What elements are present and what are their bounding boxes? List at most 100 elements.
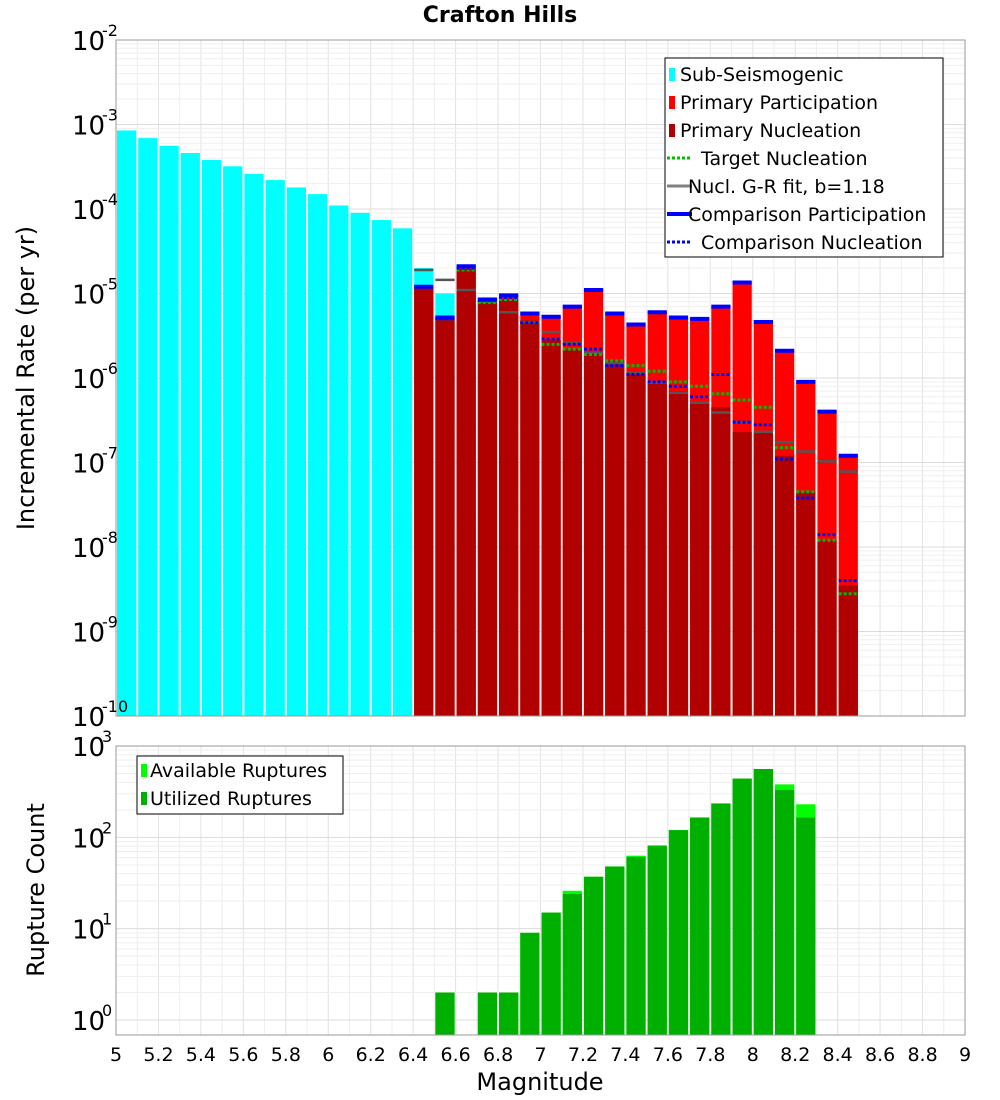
bottom-legend: Available Ruptures Utilized Ruptures xyxy=(136,755,344,815)
sub-seismogenic-bar xyxy=(244,173,264,716)
bottom-legend-label: Utilized Ruptures xyxy=(150,788,312,810)
utilized-ruptures-bar xyxy=(541,912,561,1035)
top-legend-swatch xyxy=(669,124,675,137)
top-legend-swatch xyxy=(669,68,675,81)
top-legend-label: Primary Nucleation xyxy=(680,120,861,142)
primary-nucleation-bar xyxy=(435,318,455,716)
primary-nucleation-bar xyxy=(838,585,858,716)
sub-seismogenic-bar xyxy=(371,220,391,716)
top-legend-label: Nucl. G-R fit, b=1.18 xyxy=(688,176,885,198)
primary-nucleation-bar xyxy=(626,374,646,716)
top-ytick-exponent: -5 xyxy=(102,275,118,294)
primary-nucleation-bar xyxy=(583,352,604,716)
top-plot-frame xyxy=(115,39,966,717)
utilized-ruptures-bar xyxy=(605,866,625,1035)
x-tick-label: 8.6 xyxy=(865,1044,895,1066)
sub-seismogenic-bar xyxy=(159,145,179,717)
primary-nucleation-bar xyxy=(647,381,667,716)
sub-seismogenic-bar xyxy=(180,152,200,717)
primary-nucleation-bar xyxy=(541,340,561,716)
top-plot-bars xyxy=(117,130,858,717)
bottom-plot-frame xyxy=(115,745,966,1036)
bottom-ytick-label: 10 xyxy=(72,916,105,946)
top-ytick-label: 10 xyxy=(72,365,105,395)
sub-seismogenic-bar xyxy=(350,212,370,716)
top-ytick-exponent: -9 xyxy=(102,613,118,632)
utilized-ruptures-bar xyxy=(647,846,667,1035)
x-tick-label: 5 xyxy=(110,1044,122,1066)
sub-seismogenic-bar xyxy=(265,180,285,716)
bottom-ytick-exponent: 3 xyxy=(102,727,112,746)
primary-nucleation-bar xyxy=(605,360,625,716)
top-ytick-label: 10 xyxy=(72,281,105,311)
bottom-ytick-label: 10 xyxy=(72,733,105,763)
top-y-axis-label: Incremental Rate (per yr) xyxy=(12,226,40,530)
chart-title: Crafton Hills xyxy=(423,3,578,28)
x-tick-label: 7.6 xyxy=(653,1044,683,1066)
bottom-ytick-exponent: 1 xyxy=(102,910,112,929)
primary-nucleation-bar xyxy=(753,431,773,716)
primary-nucleation-bar xyxy=(520,320,540,716)
top-ytick-label: 10 xyxy=(72,534,105,564)
bottom-legend-label: Available Ruptures xyxy=(150,760,327,782)
primary-nucleation-bar xyxy=(499,299,519,716)
sub-seismogenic-bar xyxy=(286,187,307,717)
bottom-y-axis-label: Rupture Count xyxy=(22,803,50,977)
top-ytick-label: 10 xyxy=(72,112,105,142)
bottom-plot-bars xyxy=(435,768,816,1035)
x-tick-label: 5.6 xyxy=(228,1044,258,1066)
top-ytick-exponent: -4 xyxy=(102,190,118,209)
sub-seismogenic-bar xyxy=(329,205,349,716)
bottom-ytick-label: 10 xyxy=(72,1007,105,1037)
top-legend-box xyxy=(664,57,944,258)
primary-nucleation-bar xyxy=(477,302,498,716)
utilized-ruptures-bar xyxy=(477,992,498,1035)
bottom-plot-xticks: 5 5.2 5.4 5.6 5.8 6 6.2 6.4 6.6 6.8 7 7.2 7.4 7.6 7.8 8… xyxy=(110,1044,971,1066)
x-axis-label: Magnitude xyxy=(476,1068,603,1096)
x-tick-label: 8.2 xyxy=(780,1044,810,1066)
top-legend-label: Comparison Nucleation xyxy=(701,232,923,254)
x-tick-label: 5.2 xyxy=(143,1044,173,1066)
primary-nucleation-bar xyxy=(817,540,837,716)
x-tick-label: 9 xyxy=(959,1044,971,1066)
x-tick-label: 8.4 xyxy=(823,1044,853,1066)
bottom-ytick-exponent: 2 xyxy=(102,818,112,837)
x-tick-label: 6.2 xyxy=(356,1044,386,1066)
bottom-legend-swatch xyxy=(141,792,147,805)
utilized-ruptures-bar xyxy=(668,830,689,1035)
sub-seismogenic-bar xyxy=(223,166,243,716)
top-legend-label: Target Nucleation xyxy=(700,148,868,170)
top-legend-label: Sub-Seismogenic xyxy=(680,64,844,86)
primary-nucleation-bar xyxy=(456,268,476,716)
top-ytick-label: 10 xyxy=(72,619,105,649)
primary-nucleation-bar xyxy=(414,288,434,716)
top-ytick-exponent: -8 xyxy=(102,528,118,547)
utilized-ruptures-bar xyxy=(711,803,731,1035)
x-tick-label: 5.8 xyxy=(271,1044,301,1066)
utilized-ruptures-bar xyxy=(774,789,795,1035)
sub-seismogenic-bar xyxy=(117,130,137,716)
utilized-ruptures-bar xyxy=(435,992,455,1035)
bottom-ytick-label: 10 xyxy=(72,824,105,854)
utilized-ruptures-bar xyxy=(796,817,816,1035)
top-legend-label: Primary Participation xyxy=(680,92,878,114)
sub-seismogenic-bar xyxy=(201,160,222,716)
x-tick-label: 7.8 xyxy=(695,1044,725,1066)
top-ytick-exponent: -3 xyxy=(102,106,118,125)
primary-nucleation-bar xyxy=(668,391,689,716)
top-plot-lines xyxy=(414,264,858,596)
sub-seismogenic-bar xyxy=(392,228,413,716)
top-ytick-exponent: -7 xyxy=(102,444,118,463)
top-legend-label: Comparison Participation xyxy=(688,204,926,226)
bottom-legend-box xyxy=(136,755,344,815)
primary-nucleation-bar xyxy=(796,491,816,716)
primary-nucleation-bar xyxy=(774,455,795,716)
top-legend: Sub-Seismogenic Primary Participation Prim… xyxy=(664,57,944,258)
x-tick-label: 5.4 xyxy=(186,1044,216,1066)
x-tick-label: 6 xyxy=(322,1044,334,1066)
bottom-legend-swatch xyxy=(141,764,147,777)
utilized-ruptures-bar xyxy=(690,817,710,1035)
